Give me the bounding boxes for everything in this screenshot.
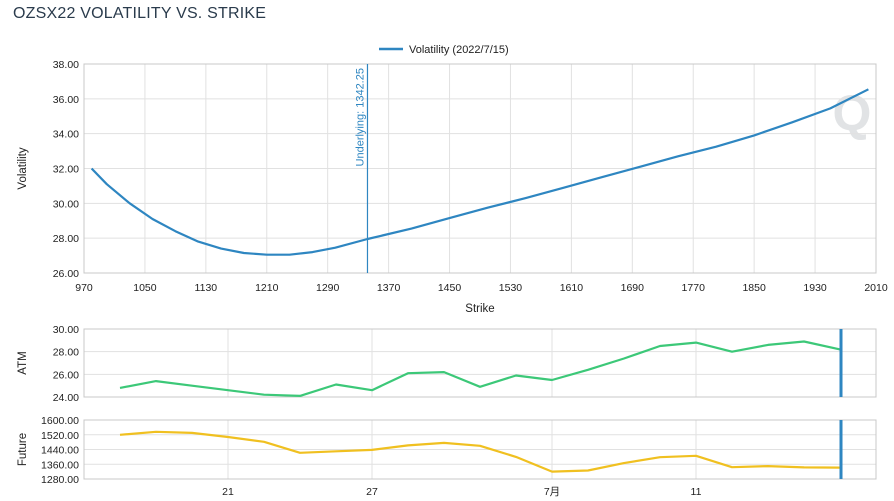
atm-series-line — [119, 340, 841, 397]
main-x-tick-label: 1290 — [316, 282, 340, 294]
legend-label-volatility: Volatility (2022/7/15) — [409, 44, 509, 56]
atm-y-tick-label: 28.00 — [53, 347, 79, 359]
main-x-tick-label: 1690 — [621, 282, 645, 294]
future-y-tick-label: 1440.00 — [41, 445, 79, 457]
future-x-tick-label: 27 — [366, 486, 378, 498]
main-x-tick-label: 1210 — [255, 282, 279, 294]
main-x-tick-label: 1450 — [438, 282, 462, 294]
future-y-tick-label: 1600.00 — [41, 415, 79, 427]
main-x-tick-label: 1930 — [803, 282, 827, 294]
main-x-tick-label: 1130 — [195, 282, 218, 294]
atm-y-axis-title: ATM — [17, 351, 29, 374]
main-x-tick-label: 970 — [75, 282, 93, 294]
main-x-tick-label: 1530 — [499, 282, 523, 294]
main-y-tick-label: 32.00 — [53, 164, 79, 176]
future-y-axis-title: Future — [17, 433, 29, 466]
main-x-tick-label: 1610 — [560, 282, 584, 294]
future-x-tick-label: 11 — [691, 486, 702, 498]
volatility-series-line — [90, 88, 869, 256]
future-y-tick-label: 1520.00 — [41, 430, 79, 442]
main-y-tick-label: 26.00 — [53, 268, 79, 280]
future-plot-frame — [83, 419, 877, 480]
page-title: OZSX22 VOLATILITY VS. STRIKE — [13, 5, 267, 22]
main-y-axis-title: Volatility — [17, 147, 29, 189]
underlying-marker-label: Underlying: 1342.25 — [354, 68, 366, 166]
main-x-tick-label: 2010 — [864, 282, 888, 294]
atm-y-tick-label: 30.00 — [53, 324, 79, 336]
future-y-tick-label: 1280.00 — [41, 474, 79, 486]
atm-plot-frame — [83, 328, 877, 398]
atm-y-tick-label: 26.00 — [53, 369, 79, 381]
future-x-tick-label: 7月 — [544, 486, 560, 498]
future-y-tick-label: 1360.00 — [41, 459, 79, 471]
main-y-tick-label: 30.00 — [53, 198, 79, 210]
main-x-axis-title: Strike — [465, 303, 494, 315]
main-y-tick-label: 36.00 — [53, 94, 79, 106]
main-x-tick-label: 1850 — [742, 282, 766, 294]
atm-y-tick-label: 24.00 — [53, 392, 79, 404]
main-x-tick-label: 1050 — [133, 282, 157, 294]
main-x-tick-label: 1370 — [377, 282, 401, 294]
main-y-tick-label: 28.00 — [53, 233, 79, 245]
watermark-logo: Q — [833, 85, 872, 141]
main-y-tick-label: 38.00 — [53, 59, 79, 71]
main-plot-frame — [83, 63, 877, 274]
future-x-tick-label: 21 — [222, 486, 234, 498]
future-series-line — [119, 430, 841, 473]
main-y-tick-label: 34.00 — [53, 129, 79, 141]
main-x-tick-label: 1770 — [682, 282, 706, 294]
